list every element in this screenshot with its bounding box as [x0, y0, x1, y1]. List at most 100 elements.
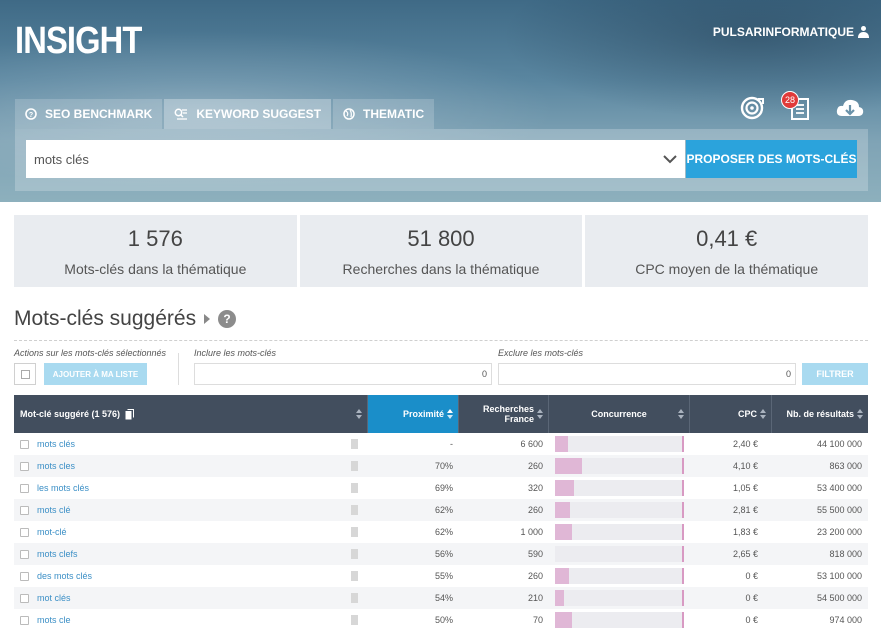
proximity-value: - — [450, 439, 453, 449]
row-checkbox[interactable] — [20, 461, 29, 471]
exclude-keywords-input[interactable] — [498, 363, 796, 385]
row-checkbox[interactable] — [20, 527, 29, 537]
row-checkbox[interactable] — [20, 505, 29, 515]
column-competition[interactable]: Concurrence — [549, 395, 690, 433]
keyword-link[interactable]: mot-clé — [37, 527, 67, 537]
results-value: 23 200 000 — [816, 527, 862, 537]
keyword-link[interactable]: mot clés — [37, 593, 71, 603]
column-results[interactable]: Nb. de résultats — [772, 395, 868, 433]
keyword-link[interactable]: les mots clés — [37, 483, 90, 493]
select-all-checkbox[interactable] — [14, 363, 36, 385]
include-keywords-input[interactable] — [194, 363, 492, 385]
cell-searches: 6 600 — [459, 433, 549, 455]
table-row: mots clefs 56% 590 2,65 € 818 000 — [14, 543, 868, 565]
refresh-target-button[interactable] — [739, 95, 765, 121]
table-header: Mot-clé suggéré (1 576) Proximité Recher… — [14, 395, 868, 433]
row-checkbox[interactable] — [20, 593, 29, 603]
copy-keyword-icon[interactable] — [351, 593, 358, 603]
keyword-link[interactable]: mots clefs — [37, 549, 78, 559]
table-body: mots clés - 6 600 2,40 € 44 100 000 mots… — [14, 433, 868, 631]
chevron-down-icon — [663, 154, 677, 163]
searches-value: 320 — [527, 483, 543, 493]
table-row: mots clé 62% 260 2,81 € 55 500 000 — [14, 499, 868, 521]
row-checkbox[interactable] — [20, 571, 29, 581]
competition-bar-fill — [555, 568, 570, 584]
cell-competition — [549, 433, 690, 455]
competition-bar-end — [682, 590, 684, 606]
row-checkbox[interactable] — [20, 615, 29, 625]
searches-value: 590 — [527, 549, 543, 559]
stat-searches: 51 800 Recherches dans la thématique — [299, 215, 583, 287]
keyword-link[interactable]: des mots clés — [37, 571, 93, 581]
stat-value: 1 576 — [127, 226, 183, 251]
notification-badge: 28 — [781, 91, 799, 109]
copy-keyword-icon[interactable] — [351, 527, 358, 537]
propose-keywords-button[interactable]: PROPOSER DES MOTS-CLÉS — [686, 140, 857, 178]
sort-icon — [857, 409, 863, 419]
tab-thematic[interactable]: THEMATIC — [333, 99, 435, 129]
keyword-link[interactable]: mots cles — [37, 461, 76, 471]
cell-searches: 590 — [459, 543, 549, 565]
column-keyword[interactable]: Mot-clé suggéré (1 576) — [14, 395, 368, 433]
column-label: CPC — [737, 409, 757, 419]
results-value: 818 000 — [829, 549, 862, 559]
copy-keyword-icon[interactable] — [351, 439, 358, 449]
section-title: Mots-clés suggérés ? — [14, 307, 237, 331]
copy-keyword-icon[interactable] — [351, 483, 358, 493]
tab-seo-benchmark[interactable]: ? SEO BENCHMARK — [15, 99, 163, 129]
cell-cpc: 1,83 € — [690, 521, 772, 543]
column-proximity[interactable]: Proximité — [368, 395, 459, 433]
download-button[interactable] — [835, 95, 864, 121]
cell-searches: 320 — [459, 477, 549, 499]
column-cpc[interactable]: CPC — [690, 395, 772, 433]
help-icon[interactable]: ? — [218, 310, 237, 328]
add-to-list-button[interactable]: AJOUTER À MA LISTE — [44, 363, 147, 385]
table-row: mot-clé 62% 1 000 1,83 € 23 200 000 — [14, 521, 868, 543]
filter-button[interactable]: FILTRER — [802, 363, 868, 385]
cell-competition — [549, 499, 690, 521]
competition-bar — [555, 502, 684, 518]
keyword-search-input[interactable] — [26, 140, 671, 178]
keyword-link[interactable]: mots clé — [37, 505, 71, 515]
cell-cpc: 4,10 € — [690, 455, 772, 477]
copy-keyword-icon[interactable] — [351, 461, 358, 471]
cell-cpc: 2,65 € — [690, 543, 772, 565]
copy-icon[interactable] — [125, 408, 135, 420]
competition-bar-end — [682, 524, 684, 540]
cell-competition — [549, 543, 690, 565]
cell-keyword: mot-clé — [14, 521, 368, 543]
results-value: 53 100 000 — [816, 571, 862, 581]
row-checkbox[interactable] — [20, 549, 29, 559]
keyword-link[interactable]: mots cle — [37, 615, 71, 625]
copy-keyword-icon[interactable] — [351, 571, 358, 581]
stat-label: Recherches dans la thématique — [342, 261, 540, 277]
column-searches[interactable]: Recherches France — [459, 395, 549, 433]
copy-keyword-icon[interactable] — [351, 549, 358, 559]
keyword-link[interactable]: mots clés — [37, 439, 76, 449]
competition-bar-end — [682, 436, 684, 452]
cell-cpc: 1,05 € — [690, 477, 772, 499]
stat-cpc: 0,41 € CPC moyen de la thématique — [585, 215, 869, 287]
tab-keyword-suggest[interactable]: KEYWORD SUGGEST — [164, 99, 332, 129]
stat-label: CPC moyen de la thématique — [635, 261, 819, 277]
copy-keyword-icon[interactable] — [351, 615, 358, 625]
stat-value: 51 800 — [407, 226, 475, 251]
cell-competition — [549, 587, 690, 609]
cpc-value: 2,65 € — [732, 549, 758, 559]
copy-keyword-icon[interactable] — [351, 505, 358, 515]
cpc-value: 1,83 € — [732, 527, 758, 537]
svg-text:?: ? — [29, 112, 33, 119]
globe-icon — [343, 108, 355, 120]
proximity-value: 62% — [434, 527, 453, 537]
row-checkbox[interactable] — [20, 439, 29, 449]
reports-button[interactable]: 28 — [781, 91, 813, 121]
search-options-dropdown[interactable] — [655, 140, 685, 178]
competition-bar-fill — [555, 502, 571, 518]
cell-results: 974 000 — [772, 609, 868, 631]
cell-cpc: 0 € — [690, 565, 772, 587]
cpc-value: 0 € — [745, 615, 758, 625]
row-checkbox[interactable] — [20, 483, 29, 493]
cell-proximity: - — [368, 433, 459, 455]
competition-bar-end — [682, 546, 684, 562]
user-menu[interactable]: PULSARINFORMATIQUE — [713, 25, 869, 39]
